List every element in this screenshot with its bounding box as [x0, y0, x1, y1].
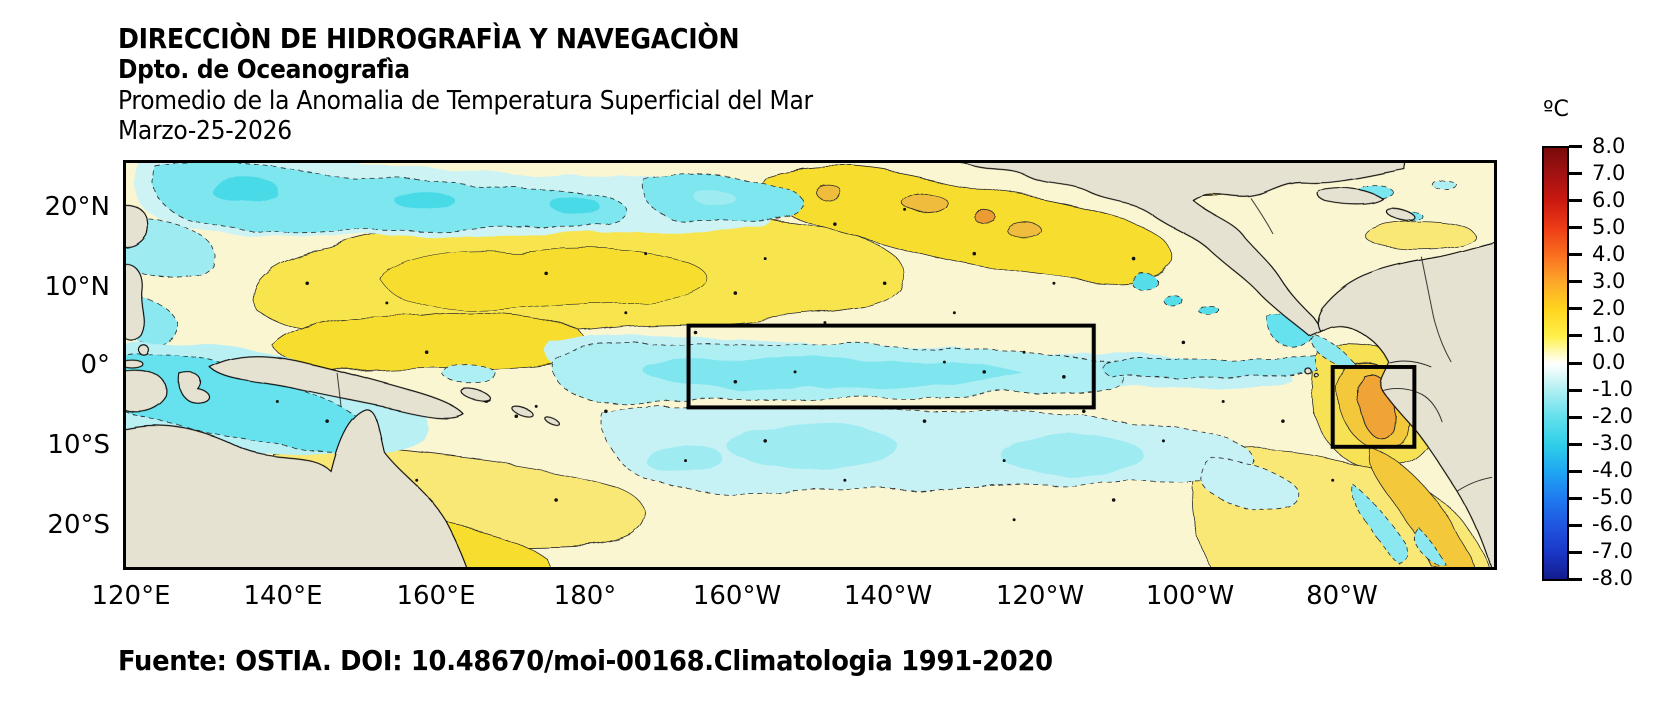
lon-tick-label: 140°E	[243, 581, 323, 611]
pacific-sst-anomaly-map	[126, 163, 1494, 567]
colorbar-tick	[1569, 334, 1582, 337]
map-panel	[123, 160, 1497, 570]
central-pacific-region-box	[686, 323, 1096, 410]
land-south-america	[1316, 241, 1494, 567]
colorbar-tick	[1569, 307, 1582, 310]
colorbar-tick-label: -6.0	[1592, 512, 1633, 536]
lon-tick-label: 160°E	[396, 581, 476, 611]
colorbar-tick-label: -1.0	[1592, 377, 1633, 401]
island-speckles	[275, 207, 1335, 522]
land-north-america	[961, 163, 1405, 337]
land-philippines	[126, 263, 145, 341]
colorbar-tick	[1569, 497, 1582, 500]
colorbar-tick-label: -3.0	[1592, 431, 1633, 455]
colorbar-tick-label: -2.0	[1592, 404, 1633, 428]
colorbar-tick	[1569, 416, 1582, 419]
colorbar-unit-label: ºC	[1543, 97, 1569, 122]
lon-tick-label: 100°W	[1145, 581, 1235, 611]
lon-tick-label: 80°W	[1306, 581, 1378, 611]
colorbar-tick-label: 0.0	[1592, 350, 1626, 374]
land-solomons	[511, 405, 534, 418]
colorbar-tick-label: -8.0	[1592, 566, 1633, 590]
lat-tick-label: 20°S	[47, 510, 110, 540]
land-layer	[126, 163, 1494, 567]
land-new-guinea	[208, 355, 464, 418]
lat-tick-label: 0°	[80, 350, 110, 380]
land-cuba	[1317, 187, 1385, 206]
colorbar-tick	[1569, 524, 1582, 527]
colorbar-tick	[1569, 470, 1582, 473]
lon-tick-label: 120°E	[91, 581, 171, 611]
land-sulawesi	[178, 372, 210, 404]
land-new-britain	[461, 388, 492, 403]
lon-tick-label: 140°W	[843, 581, 933, 611]
peru-coast-region-box	[1330, 365, 1417, 449]
colorbar-tick-label: 4.0	[1592, 242, 1626, 266]
colorbar-tick	[1569, 389, 1582, 392]
colorbar-tick-label: -7.0	[1592, 539, 1633, 563]
lat-tick-label: 20°N	[44, 192, 110, 222]
institution-title: DIRECCIÒN DE HIDROGRAFÌA Y NAVEGACIÒN	[118, 22, 740, 55]
source-attribution: Fuente: OSTIA. DOI: 10.48670/moi-00168.C…	[118, 644, 1053, 677]
colorbar-tick	[1569, 578, 1582, 581]
colorbar-tick	[1569, 172, 1582, 175]
lon-tick-label: 180°	[553, 581, 617, 611]
colorbar-tick	[1569, 362, 1582, 365]
colorbar-tick-label: 8.0	[1592, 134, 1626, 158]
lat-tick-label: 10°S	[47, 430, 110, 460]
colorbar-tick	[1569, 443, 1582, 446]
colorbar-gradient	[1542, 146, 1569, 581]
land-borneo	[126, 370, 168, 413]
department-subtitle: Dpto. de Oceanografìa	[118, 55, 410, 85]
land-taiwan	[126, 204, 150, 249]
colorbar-tick-label: 2.0	[1592, 296, 1626, 320]
colorbar-tick-label: 7.0	[1592, 161, 1626, 185]
colorbar-tick-label: -4.0	[1592, 458, 1633, 482]
colorbar-tick-label: 3.0	[1592, 269, 1626, 293]
lon-tick-label: 160°W	[692, 581, 782, 611]
colorbar-tick	[1569, 145, 1582, 148]
colorbar-tick	[1569, 280, 1582, 283]
lon-tick-label: 120°W	[995, 581, 1085, 611]
figure-date: Marzo-25-2026	[118, 116, 292, 146]
colorbar-tick	[1569, 253, 1582, 256]
colorbar-tick	[1569, 226, 1582, 229]
land-galapagos	[1303, 366, 1311, 374]
colorbar-tick	[1569, 199, 1582, 202]
colorbar-tick-label: 6.0	[1592, 188, 1626, 212]
colorbar-tick-label: 1.0	[1592, 323, 1626, 347]
colorbar-tick-label: -5.0	[1592, 485, 1633, 509]
land-australia	[126, 409, 468, 567]
lat-tick-label: 10°N	[44, 272, 110, 302]
colorbar-tick-label: 5.0	[1592, 215, 1626, 239]
colorbar-tick	[1569, 551, 1582, 554]
figure-title: Promedio de la Anomalia de Temperatura S…	[118, 86, 813, 116]
country-borders	[336, 198, 1493, 492]
